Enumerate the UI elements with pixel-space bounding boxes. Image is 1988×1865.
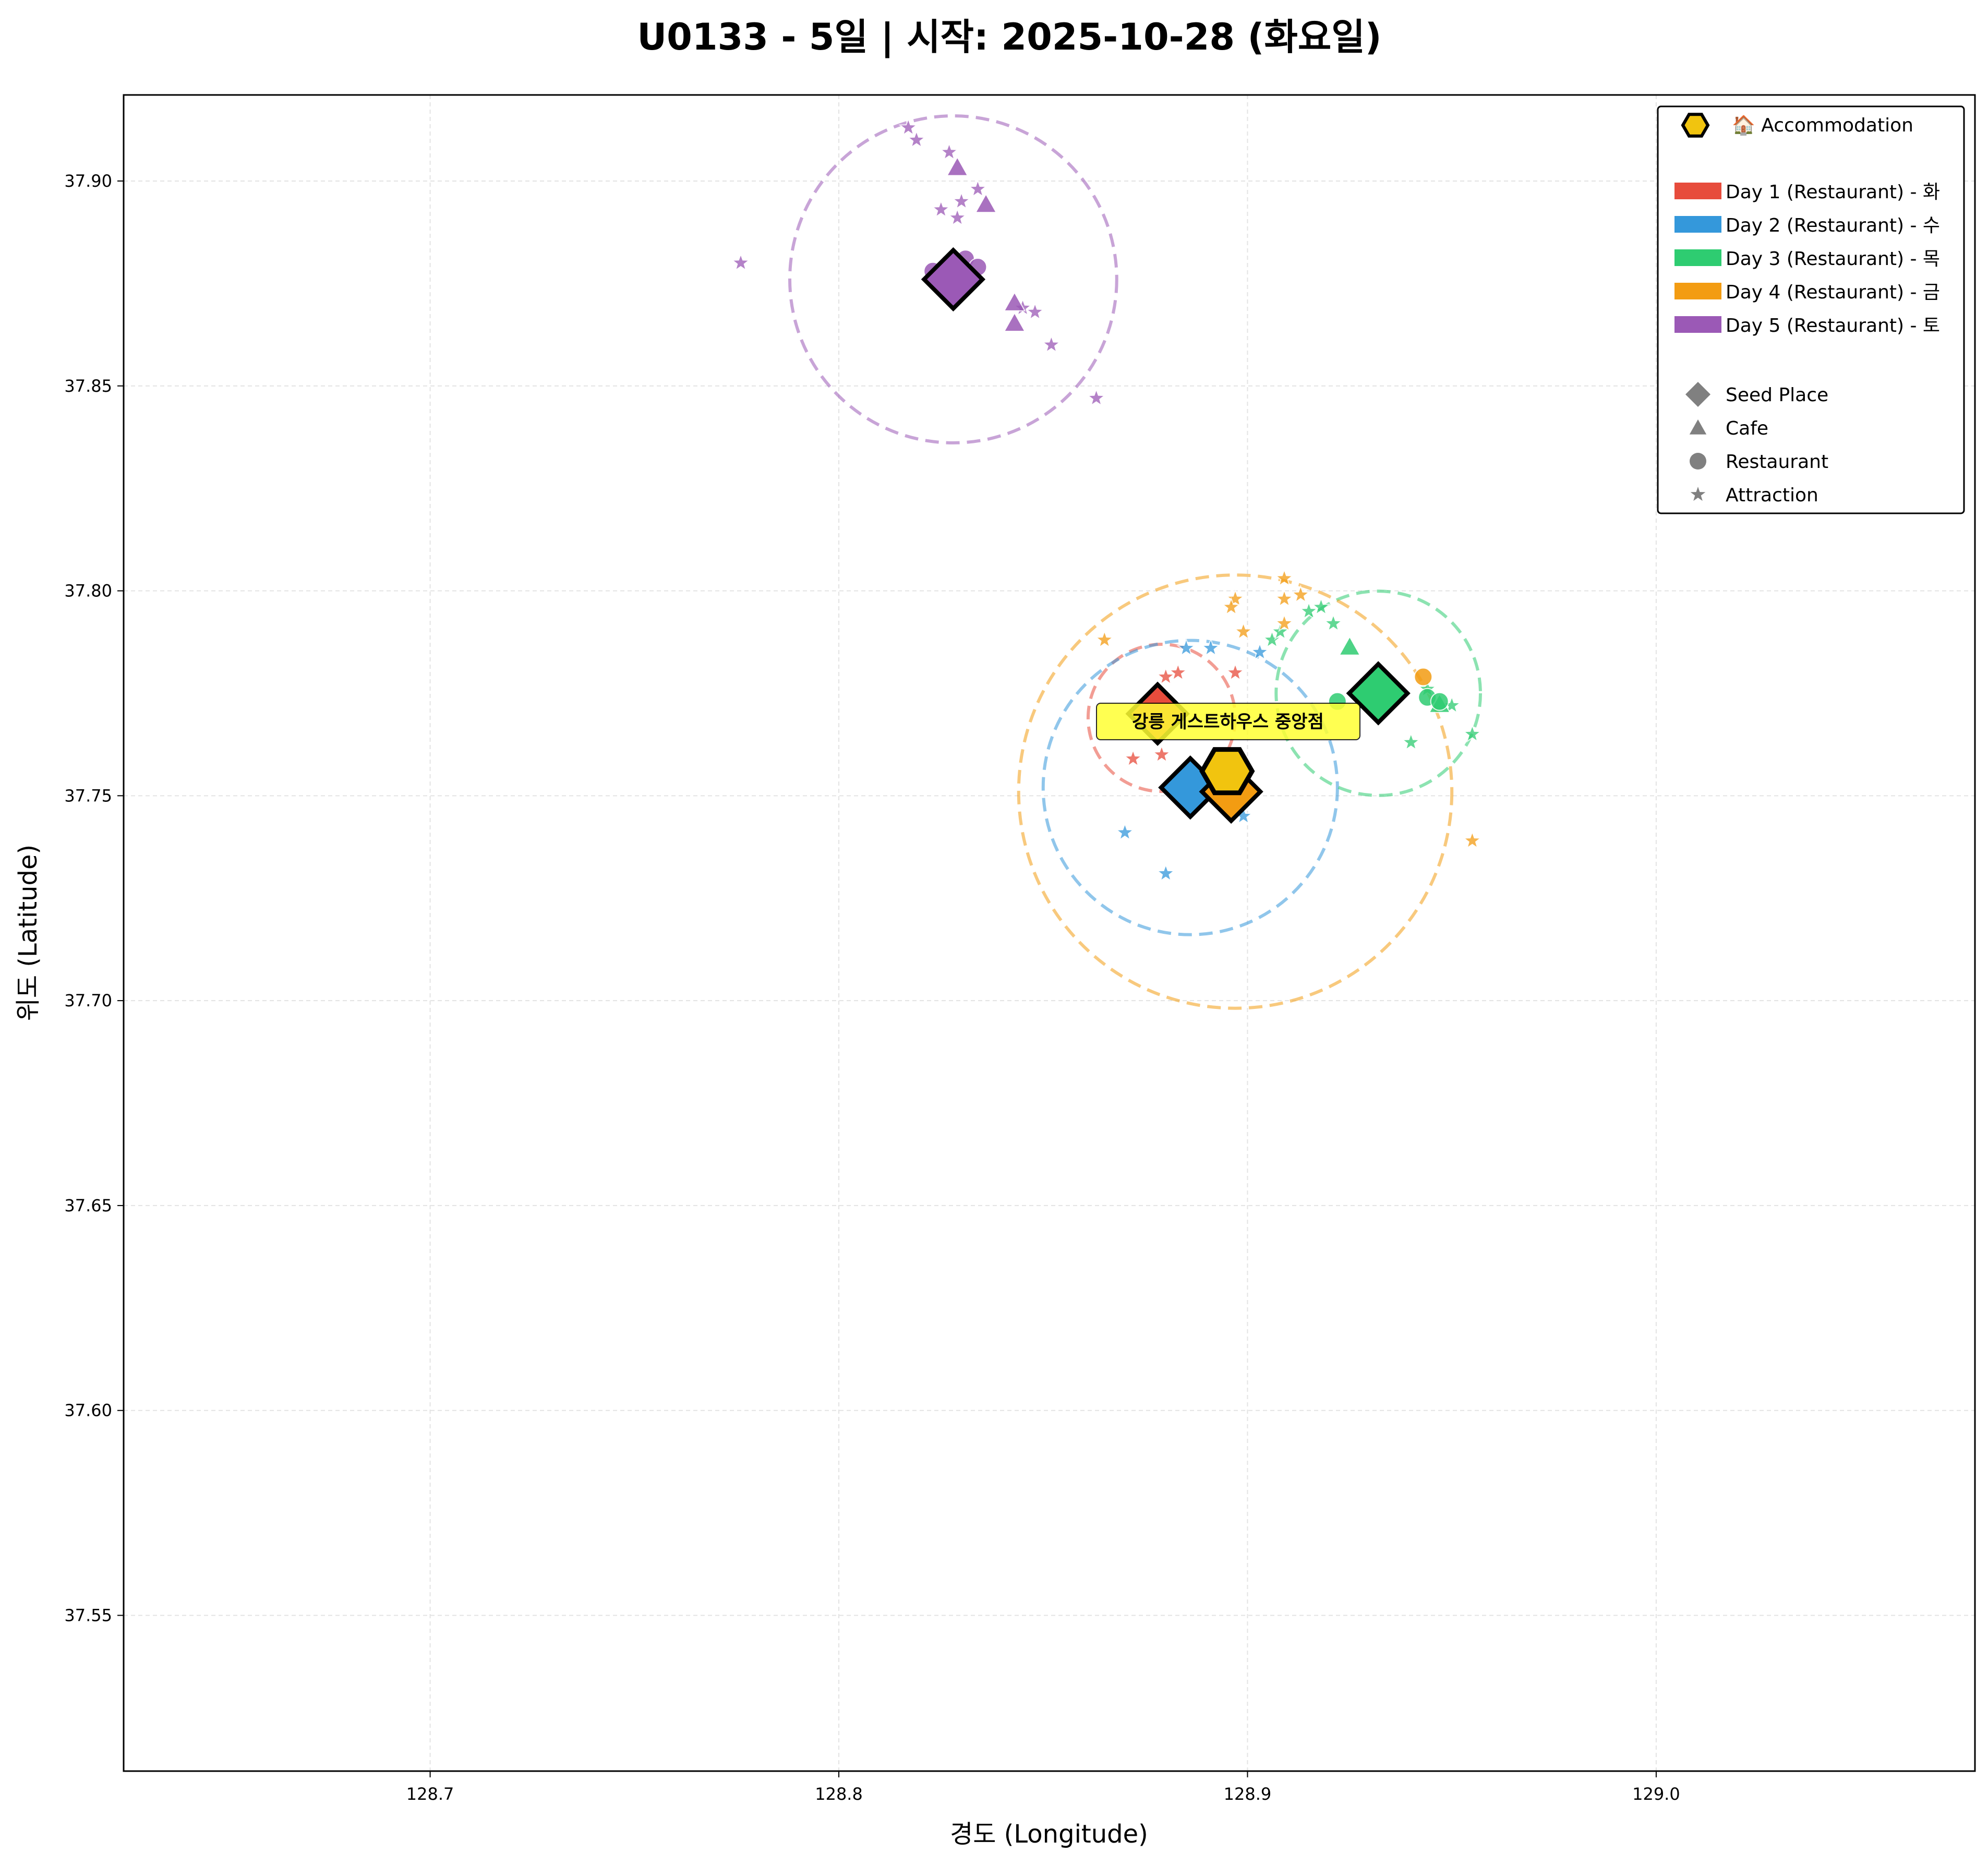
y-tick-label: 37.90 (64, 171, 112, 191)
y-tick-label: 37.65 (64, 1196, 112, 1216)
plot-frame (123, 94, 1976, 1772)
day-5-cafe-marker (1003, 311, 1026, 332)
day-5-radius-circle (788, 114, 1118, 444)
day-4-attraction-marker (1274, 588, 1294, 608)
accommodation-label: 강릉 게스트하우스 중앙점 (1132, 712, 1324, 732)
y-axis-title: 위도 (Latitude) (14, 845, 43, 1021)
day-3-cafe-marker (1338, 635, 1361, 656)
day-3-attraction-marker (1323, 613, 1343, 632)
day-4-attraction-marker (1274, 613, 1294, 632)
day-4-attraction-marker (1274, 568, 1294, 587)
day-radius-circles (788, 114, 1483, 1010)
legend-box (1657, 105, 1965, 514)
legend-seed-place-marker (1685, 382, 1710, 407)
y-tick-label: 37.85 (64, 376, 112, 396)
day-3-radius-circle (1274, 589, 1483, 797)
accommodation-marker (1199, 747, 1255, 796)
legend-attraction-label: Attraction (1726, 485, 1818, 506)
day-4-attraction-marker (1221, 597, 1242, 616)
y-tick-label: 37.60 (64, 1401, 112, 1421)
day-5-attraction-marker (947, 207, 968, 226)
day-5-attraction-marker (731, 252, 751, 272)
day-5-cafe-marker (974, 193, 997, 213)
day-4-radius-circle (1017, 573, 1454, 1010)
day-5-attraction-marker (968, 178, 988, 198)
legend-day-4-label: Day 4 (Restaurant) - 금 (1726, 282, 1940, 303)
day-4-restaurant-marker (1414, 667, 1433, 687)
accommodation-label-box (1096, 703, 1360, 740)
legend-restaurant-marker (1690, 453, 1706, 470)
day-5-attraction-marker (951, 191, 971, 210)
day-5-attraction-marker (1086, 388, 1106, 407)
legend-day-3-swatch (1674, 249, 1721, 266)
legend-accommodation-label: 🏠 Accommodation (1732, 115, 1913, 136)
day-2-attraction-marker (1115, 822, 1135, 841)
legend-day-2-label: Day 2 (Restaurant) - 수 (1726, 215, 1940, 236)
legend-seed-place-label: Seed Place (1726, 384, 1828, 406)
x-axis-title: 경도 (Longitude) (950, 1820, 1148, 1849)
legend-day-4-swatch (1674, 283, 1721, 299)
x-axis-ticks: 128.7 128.8 128.9 129.0 (406, 1771, 1680, 1804)
day-4-attraction-marker (1233, 621, 1254, 641)
day-3-attraction-marker (1462, 724, 1483, 743)
day-5-cafe-marker (946, 156, 969, 176)
day-5-attraction-marker (1041, 334, 1062, 354)
day-3-attraction-marker (1299, 600, 1319, 620)
legend-items: 🏠 Accommodation Day 1 (Restaurant) - 화 Day… (1674, 113, 1940, 506)
day-4-attraction-marker (1462, 830, 1483, 849)
place-markers (731, 117, 1483, 882)
day-1-attraction-marker (1152, 744, 1172, 763)
legend-day-1-swatch (1674, 183, 1721, 199)
day-2-attraction-marker (1155, 863, 1176, 882)
day-3-seed-place-marker (1346, 661, 1411, 726)
legend-cafe-marker (1689, 419, 1707, 435)
legend: 🏠 Accommodation Day 1 (Restaurant) - 화 Day… (1657, 105, 1965, 514)
legend-day-1-label: Day 1 (Restaurant) - 화 (1726, 182, 1940, 203)
day-3-restaurant-marker (1430, 692, 1449, 711)
day-5-attraction-marker (898, 117, 919, 136)
day-4-attraction-marker (1291, 584, 1311, 604)
day-5-attraction-marker (1025, 302, 1045, 321)
chart-title: U0133 - 5일 | 시작: 2025-10-28 (화요일) (637, 16, 1381, 58)
day-2-attraction-marker (1201, 637, 1221, 657)
day-1-attraction-marker (1168, 662, 1188, 681)
day-3-attraction-marker (1311, 597, 1331, 616)
legend-accommodation-marker (1681, 113, 1710, 138)
legend-day-2-swatch (1674, 216, 1721, 233)
legend-day-5-label: Day 5 (Restaurant) - 토 (1726, 315, 1940, 336)
y-tick-label: 37.70 (64, 991, 112, 1010)
x-tick-label: 128.8 (815, 1784, 863, 1804)
accommodation-group: 강릉 게스트하우스 중앙점 (1096, 703, 1360, 796)
day-4-attraction-marker (1225, 588, 1245, 608)
day-5-attraction-marker (939, 142, 959, 161)
day-4-attraction-marker (1094, 629, 1115, 648)
y-tick-label: 37.55 (64, 1605, 112, 1625)
legend-day-3-label: Day 3 (Restaurant) - 목 (1726, 248, 1940, 270)
y-axis-ticks: 37.55 37.60 37.65 37.70 37.75 37.80 37.85 37.90 (64, 171, 124, 1625)
day-2-attraction-marker (1250, 642, 1270, 661)
day-2-attraction-marker (1176, 637, 1196, 657)
day-1-attraction-marker (1123, 748, 1143, 767)
day-1-attraction-marker (1155, 666, 1176, 685)
y-tick-label: 37.80 (64, 581, 112, 601)
day-3-attraction-marker (1401, 732, 1421, 751)
x-tick-label: 128.7 (406, 1784, 454, 1804)
x-tick-label: 129.0 (1632, 1784, 1680, 1804)
legend-day-5-swatch (1674, 316, 1721, 333)
x-tick-label: 128.9 (1224, 1784, 1272, 1804)
day-5-attraction-marker (906, 129, 926, 149)
legend-restaurant-label: Restaurant (1726, 451, 1828, 473)
day-5-attraction-marker (931, 199, 951, 219)
day-2-radius-circle (1041, 639, 1339, 936)
y-tick-label: 37.75 (64, 786, 112, 805)
day-1-attraction-marker (1225, 662, 1245, 681)
day-5-cafe-marker (1003, 291, 1026, 311)
day-5-seed-place-marker (921, 247, 986, 312)
legend-attraction-marker (1690, 487, 1706, 501)
legend-cafe-label: Cafe (1726, 418, 1768, 439)
